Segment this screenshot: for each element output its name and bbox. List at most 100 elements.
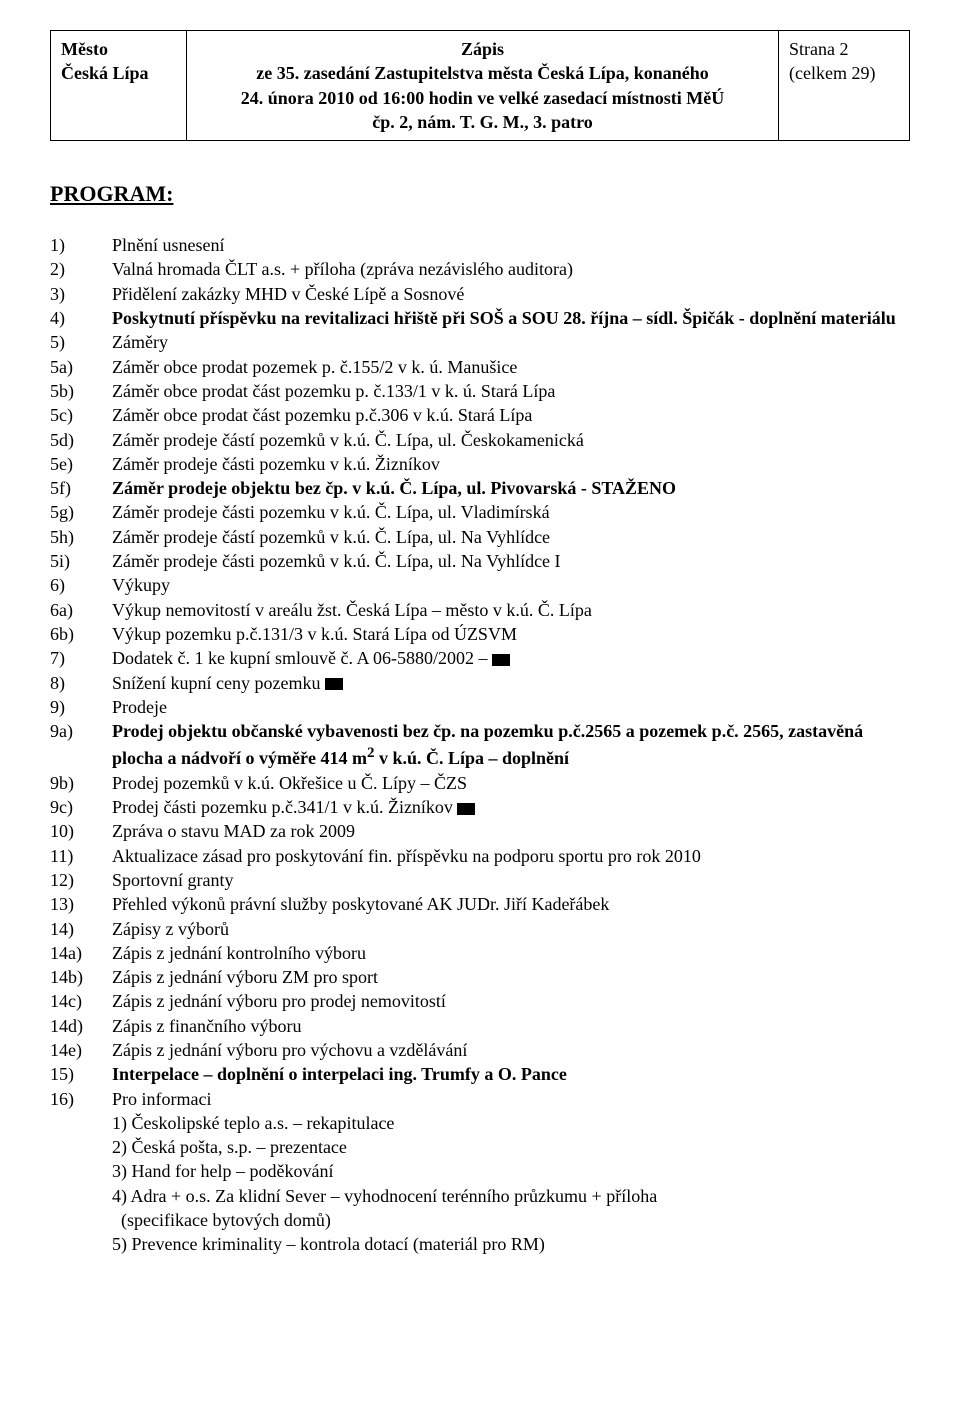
program-item: 9c)Prodej části pozemku p.č.341/1 v k.ú.… bbox=[50, 795, 910, 819]
item-text: Prodej části pozemku p.č.341/1 v k.ú. Ži… bbox=[112, 795, 910, 819]
header-city-line2: Česká Lípa bbox=[61, 63, 149, 83]
item-text: Záměr obce prodat pozemek p. č.155/2 v k… bbox=[112, 355, 910, 379]
program-item: 3)Přidělení zakázky MHD v České Lípě a S… bbox=[50, 282, 910, 306]
item-text: Valná hromada ČLT a.s. + příloha (zpráva… bbox=[112, 257, 910, 281]
item-text: Pro informaci bbox=[112, 1087, 910, 1111]
document-header-table: Město Česká Lípa Zápis ze 35. zasedání Z… bbox=[50, 30, 910, 141]
program-item: 8)Snížení kupní ceny pozemku bbox=[50, 671, 910, 695]
program-item: 10)Zpráva o stavu MAD za rok 2009 bbox=[50, 819, 910, 843]
redaction-mark bbox=[457, 803, 475, 815]
item-text: Přidělení zakázky MHD v České Lípě a Sos… bbox=[112, 282, 910, 306]
program-item: 5e)Záměr prodeje části pozemku v k.ú. Ži… bbox=[50, 452, 910, 476]
program-item: 16)Pro informaci bbox=[50, 1087, 910, 1111]
item-text: Zápis z jednání kontrolního výboru bbox=[112, 941, 910, 965]
item-number: 5g) bbox=[50, 500, 112, 524]
program-item: 14a)Zápis z jednání kontrolního výboru bbox=[50, 941, 910, 965]
item-number: 4) bbox=[50, 306, 112, 330]
program-item: 4)Poskytnutí příspěvku na revitalizaci h… bbox=[50, 306, 910, 330]
item-text: Zápis z jednání výboru pro výchovu a vzd… bbox=[112, 1038, 910, 1062]
item-text: Záměr prodeje části pozemku v k.ú. Žizní… bbox=[112, 452, 910, 476]
item-text: Záměr obce prodat část pozemku p.č.306 v… bbox=[112, 403, 910, 427]
program-item: 9b)Prodej pozemků v k.ú. Okřešice u Č. L… bbox=[50, 771, 910, 795]
program-item: 5f)Záměr prodeje objektu bez čp. v k.ú. … bbox=[50, 476, 910, 500]
item-number: 5i) bbox=[50, 549, 112, 573]
document-page: Město Česká Lípa Zápis ze 35. zasedání Z… bbox=[0, 0, 960, 1408]
sub-item: 1) Českolipské teplo a.s. – rekapitulace bbox=[50, 1111, 910, 1135]
program-item: 14e)Zápis z jednání výboru pro výchovu a… bbox=[50, 1038, 910, 1062]
item-text: Výkupy bbox=[112, 573, 910, 597]
item-text: Záměr prodeje částí pozemků v k.ú. Č. Lí… bbox=[112, 428, 910, 452]
item-number: 14b) bbox=[50, 965, 112, 989]
item-number: 14e) bbox=[50, 1038, 112, 1062]
program-item: 14c)Zápis z jednání výboru pro prodej ne… bbox=[50, 989, 910, 1013]
item-text: Snížení kupní ceny pozemku bbox=[112, 671, 910, 695]
item-number: 10) bbox=[50, 819, 112, 843]
item-text: Výkup pozemku p.č.131/3 v k.ú. Stará Líp… bbox=[112, 622, 910, 646]
program-item: 15)Interpelace – doplnění o interpelaci … bbox=[50, 1062, 910, 1086]
redaction-mark bbox=[492, 654, 510, 666]
item-number: 5a) bbox=[50, 355, 112, 379]
program-item: 14)Zápisy z výborů bbox=[50, 917, 910, 941]
redaction-mark bbox=[325, 678, 343, 690]
header-page-num: Strana 2 bbox=[789, 39, 848, 59]
program-list: 1)Plnění usnesení2)Valná hromada ČLT a.s… bbox=[50, 233, 910, 1111]
item-number: 5d) bbox=[50, 428, 112, 452]
program-item: 9a)Prodej objektu občanské vybavenosti b… bbox=[50, 719, 910, 771]
item-text: Prodej pozemků v k.ú. Okřešice u Č. Lípy… bbox=[112, 771, 910, 795]
program-item: 9)Prodeje bbox=[50, 695, 910, 719]
item-text: Záměr prodeje objektu bez čp. v k.ú. Č. … bbox=[112, 476, 910, 500]
sub-item: (specifikace bytových domů) bbox=[50, 1208, 910, 1232]
item-number: 8) bbox=[50, 671, 112, 695]
header-line4: čp. 2, nám. T. G. M., 3. patro bbox=[372, 112, 593, 132]
program-item: 6a)Výkup nemovitostí v areálu žst. Česká… bbox=[50, 598, 910, 622]
item-number: 13) bbox=[50, 892, 112, 916]
item-text: Zápisy z výborů bbox=[112, 917, 910, 941]
item-number: 11) bbox=[50, 844, 112, 868]
item-number: 12) bbox=[50, 868, 112, 892]
item-text: Plnění usnesení bbox=[112, 233, 910, 257]
program-item: 12)Sportovní granty bbox=[50, 868, 910, 892]
item-text: Prodej objektu občanské vybavenosti bez … bbox=[112, 719, 910, 771]
sub-item: 2) Česká pošta, s.p. – prezentace bbox=[50, 1135, 910, 1159]
item-text: Zápis z finančního výboru bbox=[112, 1014, 910, 1038]
program-item: 11)Aktualizace zásad pro poskytování fin… bbox=[50, 844, 910, 868]
program-item: 5h)Záměr prodeje částí pozemků v k.ú. Č.… bbox=[50, 525, 910, 549]
item-text: Poskytnutí příspěvku na revitalizaci hři… bbox=[112, 306, 910, 330]
item-text: Zpráva o stavu MAD za rok 2009 bbox=[112, 819, 910, 843]
header-line3: 24. února 2010 od 16:00 hodin ve velké z… bbox=[241, 88, 725, 108]
item-number: 9) bbox=[50, 695, 112, 719]
program-item: 5i)Záměr prodeje části pozemků v k.ú. Č.… bbox=[50, 549, 910, 573]
program-item: 5a)Záměr obce prodat pozemek p. č.155/2 … bbox=[50, 355, 910, 379]
item-number: 14a) bbox=[50, 941, 112, 965]
item-number: 15) bbox=[50, 1062, 112, 1086]
sub-item: 4) Adra + o.s. Za klidní Sever – vyhodno… bbox=[50, 1184, 910, 1208]
item-text: Zápis z jednání výboru ZM pro sport bbox=[112, 965, 910, 989]
item-number: 14d) bbox=[50, 1014, 112, 1038]
item-text: Prodeje bbox=[112, 695, 910, 719]
item-number: 1) bbox=[50, 233, 112, 257]
program-item: 14d)Zápis z finančního výboru bbox=[50, 1014, 910, 1038]
item-number: 5) bbox=[50, 330, 112, 354]
item-number: 6a) bbox=[50, 598, 112, 622]
header-city-line1: Město bbox=[61, 39, 108, 59]
item-number: 16) bbox=[50, 1087, 112, 1111]
item-number: 5b) bbox=[50, 379, 112, 403]
item-text: Záměry bbox=[112, 330, 910, 354]
item-number: 3) bbox=[50, 282, 112, 306]
item-text: Dodatek č. 1 ke kupní smlouvě č. A 06-58… bbox=[112, 646, 910, 670]
header-title: Zápis bbox=[461, 39, 504, 59]
program-item: 5b)Záměr obce prodat část pozemku p. č.1… bbox=[50, 379, 910, 403]
item-number: 6b) bbox=[50, 622, 112, 646]
item-number: 9a) bbox=[50, 719, 112, 771]
item-text: Interpelace – doplnění o interpelaci ing… bbox=[112, 1062, 910, 1086]
program-item: 5)Záměry bbox=[50, 330, 910, 354]
item-number: 5e) bbox=[50, 452, 112, 476]
header-line2: ze 35. zasedání Zastupitelstva města Čes… bbox=[256, 63, 709, 83]
item-text: Záměr obce prodat část pozemku p. č.133/… bbox=[112, 379, 910, 403]
program-heading: PROGRAM: bbox=[50, 181, 910, 207]
item-text: Zápis z jednání výboru pro prodej nemovi… bbox=[112, 989, 910, 1013]
program-item: 7)Dodatek č. 1 ke kupní smlouvě č. A 06-… bbox=[50, 646, 910, 670]
header-center-cell: Zápis ze 35. zasedání Zastupitelstva měs… bbox=[187, 31, 779, 141]
item-text: Výkup nemovitostí v areálu žst. Česká Lí… bbox=[112, 598, 910, 622]
item-number: 14c) bbox=[50, 989, 112, 1013]
